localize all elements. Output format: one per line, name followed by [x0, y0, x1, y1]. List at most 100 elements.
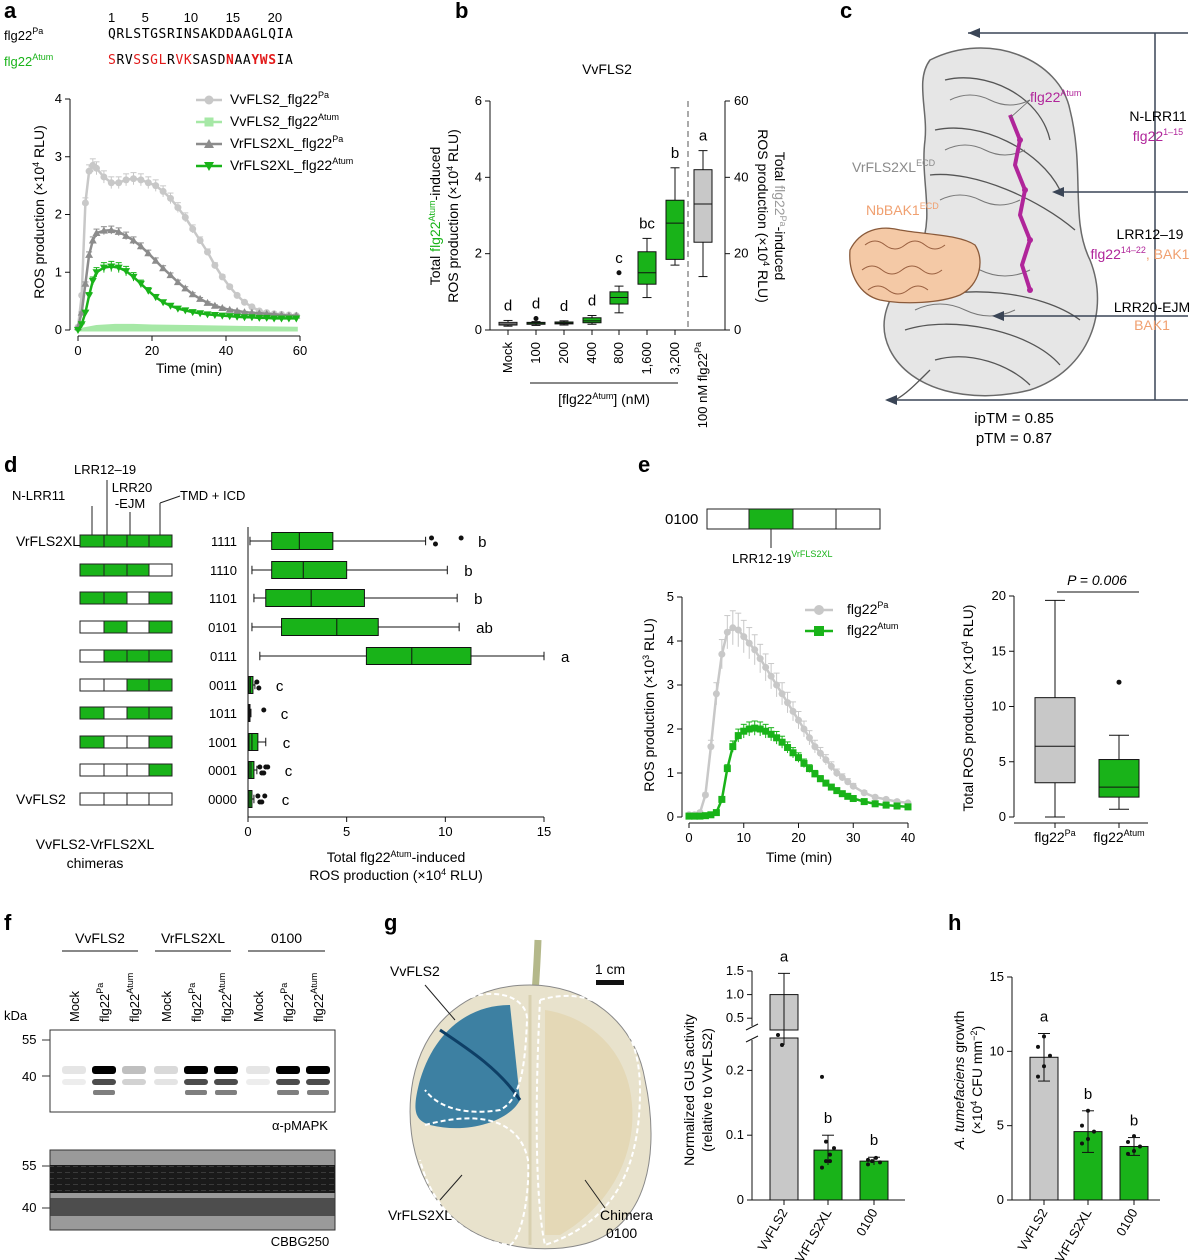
chart-h-point [1126, 1151, 1130, 1156]
f-blot2-label: CBBG250 [271, 1234, 330, 1249]
legend-a-marker [204, 95, 214, 105]
chart-e-series-atum-point [871, 800, 879, 808]
chart-e-series-pa-point [882, 795, 890, 803]
panel-b-label: b [455, 0, 468, 23]
chart-e-series-pa-point [778, 690, 786, 698]
chart-g-xtick-label: VvFLS2 [754, 1206, 790, 1254]
chart-b-yright-tick-label: 20 [734, 246, 748, 261]
chart-g-point [828, 1159, 832, 1164]
chart-b-xlabel: [flg22Atum] (nM) [558, 391, 650, 407]
chart-a-series-3-point [292, 315, 301, 323]
f-blot1-band [93, 1090, 115, 1095]
chart-b-xtick-label-last: 100 nM flg22Pa [693, 342, 710, 428]
chart-a-series-2-point [129, 236, 138, 244]
chimera-segment [126, 706, 150, 720]
chart-d-letter: a [561, 649, 570, 666]
chart-b-xtick-label: 100 [528, 342, 543, 364]
f-marker-55-top: 55 [22, 1032, 36, 1047]
chart-g-ytick-label: 0 [737, 1192, 744, 1207]
panel-g-label: g [384, 910, 397, 935]
chart-d-x-tick-label: 0 [244, 824, 251, 839]
chart-g-point [866, 1162, 870, 1167]
legend-a-marker [204, 162, 214, 171]
chart-h-point [1042, 1034, 1046, 1039]
chart-g-point [866, 1157, 870, 1162]
chart-d-box-2-box [265, 589, 365, 607]
chart-b-letter: c [615, 250, 623, 267]
chart-g-bar [859, 1160, 889, 1201]
chimera-segment [103, 706, 128, 720]
chart-h-point [1080, 1141, 1084, 1146]
panel-h-label: h [948, 910, 961, 935]
chart-h-point [1036, 1044, 1040, 1049]
f-western-blot-pmapk [42, 1029, 336, 1113]
f-blot1-band [246, 1066, 270, 1074]
chart-d-box-3-box [281, 618, 379, 636]
f-blot1-band [92, 1079, 116, 1085]
panel-f-label: f [4, 910, 12, 935]
chart-b-letter: d [560, 298, 568, 315]
f-lane-label: flg22Pa [95, 983, 112, 1022]
chart-e-series-atum-point [800, 759, 808, 767]
chimera-segment [103, 534, 128, 548]
chart-h-xtick-label: VrFLS2XL [1052, 1206, 1095, 1260]
chart-e-series-atum-point [751, 724, 759, 732]
chart-d-box-1-box [271, 561, 348, 579]
chart-e-series-pa-point [756, 655, 764, 663]
chart-a-series-3-point [99, 264, 108, 272]
chart-d-code-label: 0001 [208, 763, 237, 778]
chart-a-series-3-point [203, 311, 212, 319]
chimera-segment [79, 534, 105, 548]
chart-a-series-2-point [85, 250, 94, 258]
chart-e-series-atum-point [849, 795, 857, 803]
chart-b-ylabel-right-2: ROS production (×104 RLU) [755, 129, 771, 302]
f-blot1-band [184, 1066, 208, 1074]
chart-e-series-atum-point [778, 738, 786, 746]
f-blot1-band [276, 1066, 300, 1074]
protein-structure-illustration [849, 47, 1099, 401]
chart-e2-y-tick-label: 5 [999, 754, 1006, 769]
chart-g-bar-lower [769, 1037, 799, 1201]
chart-a-series-0-point [248, 303, 256, 311]
chart-e2-y-tick-label: 15 [992, 643, 1006, 658]
c-region1-sub: flg221–15 [1133, 127, 1183, 144]
chart-e-series-atum-point [904, 803, 912, 811]
chart-e2-xtick-label: flg22Atum [1093, 828, 1144, 845]
chart-b-yleft-tick-label: 4 [475, 169, 482, 184]
chart-g-letter: b [824, 1110, 832, 1127]
chart-a-series-0-point [167, 194, 174, 202]
chimera-segment [103, 763, 128, 777]
chart-a-y-tick-label: 0 [55, 322, 62, 337]
chart-a-series-2-point [107, 226, 116, 234]
chart-e2-box-1-box [1098, 759, 1140, 798]
chart-b-xtick-label: 400 [584, 342, 599, 364]
chart-d-box-0-outlier [432, 541, 438, 547]
chart-a-series-3-point [74, 327, 82, 334]
chart-e-series-pa-point [707, 743, 715, 751]
chart-h-y-tick-label: 0 [997, 1192, 1004, 1207]
panel-c-label: c [840, 0, 852, 23]
chart-d-box-5-outlier [254, 679, 260, 685]
chart-e-series-pa-point [816, 749, 824, 757]
seq-number: 5 [142, 10, 149, 25]
f-blot1-band [214, 1079, 238, 1085]
chart-a-series-0-point [122, 176, 130, 184]
chart-h-point [1092, 1129, 1096, 1134]
f-blot1-label: α-pMAPK [272, 1118, 328, 1133]
chimera-segment [103, 735, 128, 749]
d-domain-ejm: -EJM [115, 496, 145, 511]
chart-e-series-pa-point [729, 624, 737, 632]
chart-b-xtick-label: Mock [500, 342, 515, 374]
legend-e-marker [814, 605, 824, 615]
chart-e-y-tick-label: 3 [667, 677, 674, 692]
chart-e-series-atum-point [718, 795, 726, 803]
chart-a-series-0-point [107, 179, 115, 187]
chart-e-series-atum-point [838, 790, 846, 798]
chart-e-series-pa-point [805, 734, 813, 742]
c-region2-title: LRR12–19 [1117, 226, 1184, 242]
chimera-segment [103, 678, 128, 692]
chart-b-yleft-tick-label: 2 [475, 246, 482, 261]
chart-a-x-tick-label: 20 [145, 343, 159, 358]
chart-g-gus-bar: 1.5 1.0 0.5 0.2 0.1 0 a VvFLS2 b VrFLS2XL b 0100 [726, 948, 905, 1260]
